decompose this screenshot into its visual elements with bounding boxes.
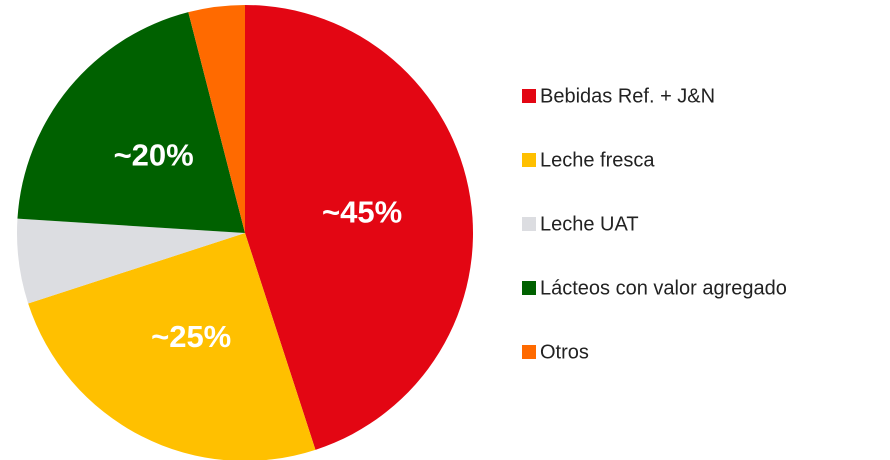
pie-slice (17, 12, 245, 233)
legend-label: Bebidas Ref. + J&N (540, 85, 715, 107)
legend-swatch (522, 281, 536, 295)
pie-slice (245, 5, 473, 450)
legend-swatch (522, 153, 536, 167)
legend-label: Leche fresca (540, 149, 655, 171)
legend-label: Otros (540, 341, 589, 363)
legend-label: Leche UAT (540, 213, 639, 235)
legend-swatch (522, 217, 536, 231)
value-label: ~25% (151, 319, 231, 354)
pie-slice (28, 233, 316, 460)
legend-swatch (522, 89, 536, 103)
value-label: ~20% (114, 138, 194, 173)
legend-swatch (522, 345, 536, 359)
value-label: ~45% (322, 195, 402, 230)
legend-label: Lácteos con valor agregado (540, 277, 787, 299)
pie-slice (17, 218, 246, 304)
pie-slice (188, 5, 245, 233)
